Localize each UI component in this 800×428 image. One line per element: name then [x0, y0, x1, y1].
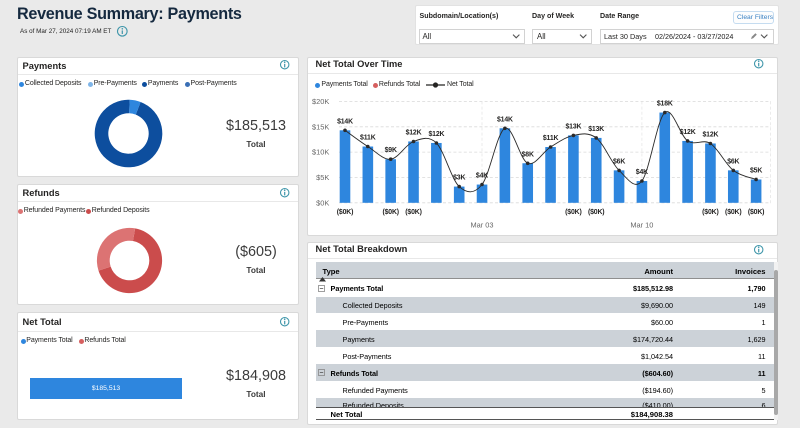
- svg-text:($0K): ($0K): [588, 209, 604, 216]
- svg-text:$0K: $0K: [316, 198, 329, 207]
- svg-text:($0K): ($0K): [748, 209, 764, 216]
- svg-text:$6K: $6K: [613, 158, 625, 165]
- svg-text:($0K): ($0K): [382, 209, 398, 216]
- svg-text:$11K: $11K: [543, 135, 559, 142]
- svg-text:Mar 03: Mar 03: [470, 221, 493, 230]
- svg-text:($0K): ($0K): [337, 209, 353, 216]
- svg-text:$14K: $14K: [497, 116, 513, 123]
- svg-text:$4K: $4K: [476, 173, 488, 180]
- svg-text:$4K: $4K: [636, 169, 648, 176]
- svg-text:$12K: $12K: [406, 130, 422, 137]
- svg-text:$12K: $12K: [702, 132, 718, 139]
- svg-text:$8K: $8K: [522, 151, 534, 158]
- svg-text:Mar 10: Mar 10: [630, 221, 653, 230]
- svg-text:($0K): ($0K): [702, 209, 718, 216]
- svg-text:$14K: $14K: [337, 118, 353, 125]
- svg-text:($0K): ($0K): [725, 209, 741, 216]
- svg-text:$13K: $13K: [588, 126, 604, 133]
- svg-text:$13K: $13K: [565, 123, 581, 130]
- svg-text:$5K: $5K: [316, 173, 329, 182]
- svg-text:$18K: $18K: [657, 101, 673, 108]
- svg-text:($0K): ($0K): [565, 209, 581, 216]
- svg-text:($0K): ($0K): [405, 209, 421, 216]
- svg-text:$3K: $3K: [453, 175, 465, 182]
- svg-text:$10K: $10K: [312, 148, 329, 157]
- svg-text:$20K: $20K: [312, 97, 329, 106]
- svg-text:$11K: $11K: [360, 135, 376, 142]
- svg-text:$12K: $12K: [680, 129, 696, 136]
- svg-text:$9K: $9K: [385, 147, 397, 154]
- svg-text:$12K: $12K: [428, 131, 444, 138]
- svg-text:$6K: $6K: [727, 158, 739, 165]
- svg-text:$15K: $15K: [312, 122, 329, 131]
- svg-text:$5K: $5K: [750, 168, 762, 175]
